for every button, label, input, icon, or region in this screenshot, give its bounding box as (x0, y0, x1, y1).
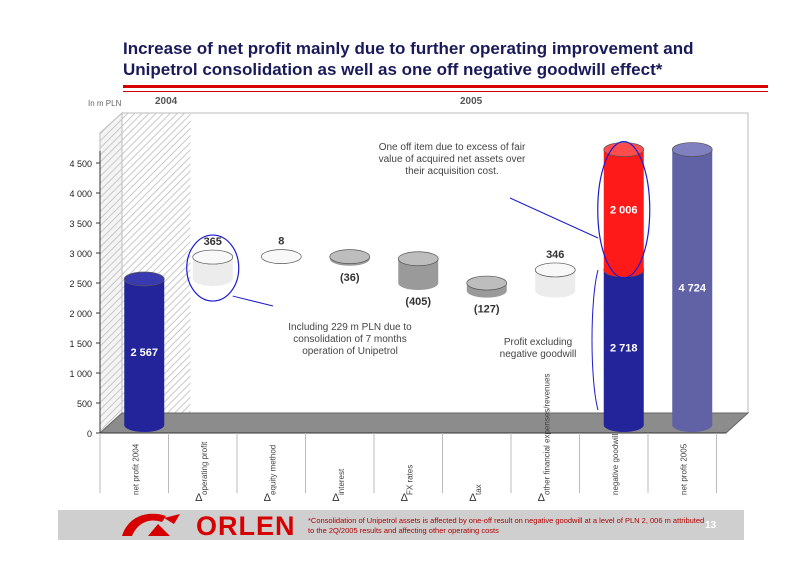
orlen-eagle-logo (122, 513, 180, 536)
x-category-label: equity method (268, 445, 277, 495)
bar-value-label: 2 006 (610, 205, 638, 217)
title-rule-thin (123, 91, 768, 92)
bar-delta (466, 275, 508, 298)
y-tick-label: 2 000 (69, 309, 92, 319)
bar-delta (397, 251, 439, 291)
callout-line (509, 197, 599, 239)
x-category-label: other financial expenses/revenues (542, 374, 551, 495)
bar-value-label: (127) (474, 304, 500, 316)
bar-total (671, 142, 713, 432)
bar-value-label: 4 724 (678, 282, 706, 294)
x-category-label: net profit 2005 (679, 443, 688, 495)
waterfall-chart: 0 500 1 000 1 500 2 000 2 500 3 000 3 500 4 000 4… (69, 96, 750, 504)
bar-value-label: 346 (546, 249, 564, 261)
unit-label: In m PLN (88, 99, 122, 108)
bar-delta (260, 249, 302, 265)
chart-floor (98, 412, 750, 434)
bar-delta (534, 262, 576, 298)
bar-total (123, 271, 165, 432)
page-number: 13 (705, 520, 717, 531)
annotation-one-off: One off item due to excess of fair value … (379, 142, 526, 177)
y-tick-label: 2 500 (69, 279, 92, 289)
bar-value-label: (405) (405, 296, 431, 308)
annotation-profit-excluding: Profit excluding negative goodwill (500, 337, 577, 360)
y-tick-label: 1 000 (69, 369, 92, 379)
delta-symbol: Δ (469, 492, 477, 504)
title-rule-thick (123, 85, 768, 88)
delta-symbol: Δ (264, 492, 272, 504)
period-label-2004: 2004 (155, 96, 178, 107)
y-tick-label: 1 500 (69, 339, 92, 349)
bar-value-label: 2 718 (610, 342, 638, 354)
x-category-label: operating profit (200, 441, 209, 495)
highlight-ellipse (597, 140, 651, 279)
x-category-label: tax (474, 484, 483, 495)
bar-delta (192, 249, 234, 286)
brace-line (591, 269, 599, 411)
delta-symbol: Δ (401, 492, 409, 504)
bar-value-label: (36) (340, 272, 360, 284)
highlight-ellipse (186, 234, 240, 302)
footnote: *Consolidation of Unipetrol assets is af… (308, 516, 705, 535)
x-category-label: FX rates (405, 465, 414, 495)
bar-value-label: 2 567 (130, 347, 158, 359)
period-label-2005: 2005 (460, 96, 483, 107)
bar-stacked-goodwill (603, 142, 645, 277)
y-tick-label: 0 (87, 429, 92, 439)
y-tick-label: 3 500 (69, 219, 92, 229)
bar-value-label: 8 (278, 236, 284, 248)
y-tick-label: 3 000 (69, 249, 92, 259)
delta-symbol: Δ (332, 492, 340, 504)
brand-wordmark: ORLEN (196, 511, 296, 541)
delta-symbol: Δ (538, 492, 546, 504)
delta-symbol: Δ (195, 492, 203, 504)
footer-bar (58, 510, 744, 540)
callout-line (232, 295, 274, 307)
y-tick-label: 4 500 (69, 159, 92, 169)
x-category-label: interest (337, 468, 346, 495)
slide-title: Increase of net profit mainly due to fur… (123, 39, 694, 79)
bar-delta (329, 249, 371, 266)
y-tick-label: 500 (77, 399, 92, 409)
bar-value-label: 365 (204, 236, 222, 248)
x-category-label: net profit 2004 (131, 443, 140, 495)
annotation-consolidation: Including 229 m PLN due to consolidation … (288, 322, 412, 357)
y-tick-label: 4 000 (69, 189, 92, 199)
x-category-label: negative goodwill (611, 433, 620, 495)
